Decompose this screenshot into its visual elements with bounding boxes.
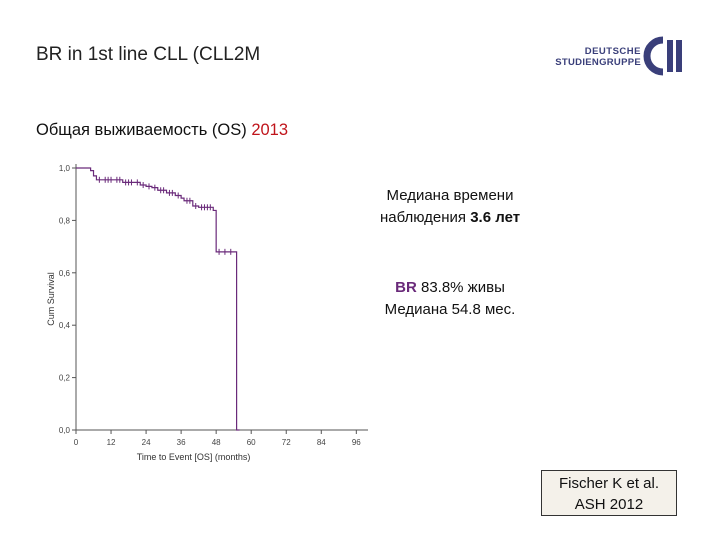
median-line-1: Медиана времени — [386, 187, 514, 204]
y-tick-label: 1,0 — [59, 164, 71, 173]
median-line-2: наблюдения 3.6 лет — [350, 207, 550, 229]
x-tick-label: 36 — [177, 438, 186, 447]
citation-box: Fischer K et al. ASH 2012 — [541, 470, 677, 516]
logo-line-2: STUDIENGRUPPE — [555, 57, 641, 68]
citation-line-2: ASH 2012 — [574, 496, 644, 513]
survival-chart: 0,0 0,2 0,4 0,6 0,8 1,0 0 12 24 36 48 60 72 84 96 Cum … — [46, 164, 368, 462]
br-survival-note: BR 83.8% живы Медиана 54.8 мес. — [340, 277, 560, 321]
y-tick-label: 0,2 — [59, 374, 71, 383]
subtitle-year: 2013 — [251, 121, 289, 139]
median-line-2-prefix: наблюдения — [379, 209, 467, 226]
median-os: Медиана 54.8 мес. — [384, 301, 516, 318]
x-tick-label: 84 — [317, 438, 326, 447]
study-group-logo: DEUTSCHE STUDIENGRUPPE — [555, 36, 685, 76]
x-tick-label: 48 — [212, 438, 221, 447]
y-tick-label: 0,4 — [59, 321, 71, 330]
subtitle-text: Общая выживаемость (OS) — [36, 121, 247, 139]
x-tick-label: 60 — [247, 438, 256, 447]
x-tick-label: 0 — [74, 438, 79, 447]
x-tick-label: 12 — [107, 438, 116, 447]
x-axis-label: Time to Event [OS] (months) — [137, 452, 251, 462]
br-label: BR — [395, 279, 417, 296]
median-follow-up-note: Медиана времени наблюдения 3.6 лет — [350, 185, 550, 229]
y-axis-label: Cum Survival — [46, 272, 56, 326]
x-tick-label: 72 — [282, 438, 291, 447]
survival-step-line — [76, 167, 240, 431]
y-tick-label: 0,6 — [59, 269, 71, 278]
median-follow-up-value: 3.6 лет — [470, 209, 521, 226]
citation-line-1: Fischer K et al. — [558, 475, 660, 492]
cll-logo-icon — [643, 36, 682, 76]
x-tick-label: 24 — [142, 438, 151, 447]
page-subtitle: Общая выживаемость (OS) 2013 — [36, 121, 288, 140]
x-tick-label: 96 — [352, 438, 361, 447]
y-tick-label: 0,8 — [59, 216, 71, 225]
survival-curve — [76, 167, 240, 431]
slide-title: BR in 1st line CLL (CLL2M — [36, 44, 261, 65]
chart-axes: 0,0 0,2 0,4 0,6 0,8 1,0 0 12 24 36 48 60 72 84 96 — [59, 164, 368, 447]
y-tick-label: 0,0 — [59, 426, 71, 435]
br-alive: 83.8% живы — [420, 279, 505, 296]
br-line: BR 83.8% живы — [340, 277, 560, 299]
logo-line-1: DEUTSCHE — [584, 46, 641, 57]
